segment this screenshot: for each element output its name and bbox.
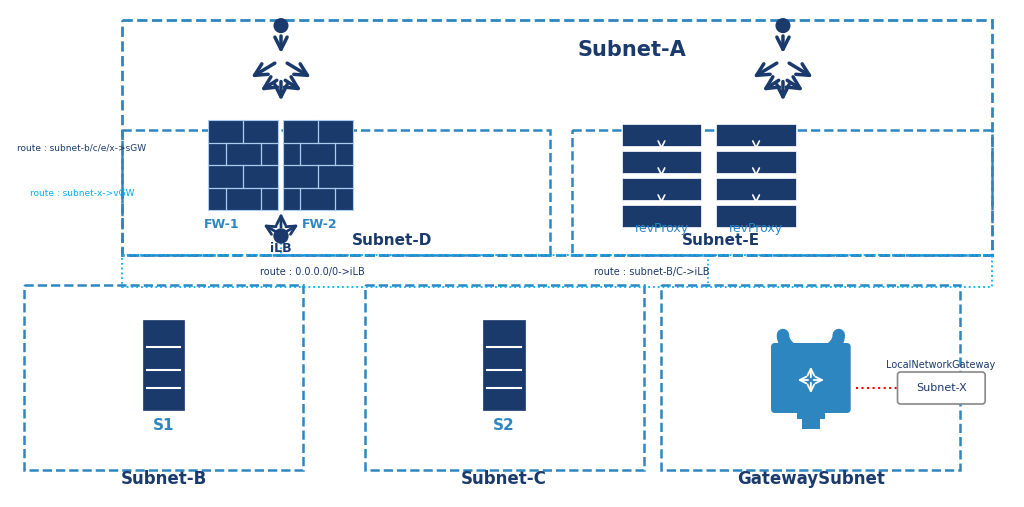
Bar xyxy=(365,285,643,470)
FancyBboxPatch shape xyxy=(622,204,701,227)
Text: revProxy: revProxy xyxy=(635,222,688,235)
Text: FW-2: FW-2 xyxy=(302,218,338,231)
Text: route : 0.0.0.0/0->iLB: route : 0.0.0.0/0->iLB xyxy=(260,267,366,277)
Circle shape xyxy=(274,229,288,243)
Bar xyxy=(662,285,961,470)
Circle shape xyxy=(776,19,790,32)
FancyBboxPatch shape xyxy=(716,204,796,227)
FancyBboxPatch shape xyxy=(622,177,701,199)
Text: FW-1: FW-1 xyxy=(204,218,239,231)
Text: iLB: iLB xyxy=(270,242,292,255)
Circle shape xyxy=(274,19,288,32)
FancyBboxPatch shape xyxy=(771,343,851,413)
Bar xyxy=(24,285,303,470)
Bar xyxy=(571,130,992,255)
FancyBboxPatch shape xyxy=(897,372,985,404)
FancyBboxPatch shape xyxy=(283,120,352,210)
Text: Subnet-C: Subnet-C xyxy=(461,470,547,488)
Bar xyxy=(122,130,550,255)
FancyBboxPatch shape xyxy=(716,151,796,172)
Text: Subnet-A: Subnet-A xyxy=(578,40,686,60)
FancyBboxPatch shape xyxy=(797,409,824,419)
FancyBboxPatch shape xyxy=(142,320,184,410)
Bar xyxy=(122,255,992,287)
Text: route : subnet-b/c/e/x->sGW: route : subnet-b/c/e/x->sGW xyxy=(17,143,146,153)
FancyBboxPatch shape xyxy=(716,124,796,146)
FancyBboxPatch shape xyxy=(208,120,278,210)
Text: S2: S2 xyxy=(494,418,515,433)
Text: revProxy: revProxy xyxy=(729,222,783,235)
FancyBboxPatch shape xyxy=(716,177,796,199)
Text: Subnet-B: Subnet-B xyxy=(121,470,207,488)
Text: LocalNetworkGateway: LocalNetworkGateway xyxy=(886,360,995,370)
FancyBboxPatch shape xyxy=(802,419,820,429)
Text: S1: S1 xyxy=(153,418,174,433)
Text: Subnet-D: Subnet-D xyxy=(352,233,433,248)
FancyBboxPatch shape xyxy=(483,320,525,410)
FancyBboxPatch shape xyxy=(622,124,701,146)
Bar xyxy=(122,20,992,255)
Text: Subnet-E: Subnet-E xyxy=(682,233,760,248)
Text: route : subnet-x->vGW: route : subnet-x->vGW xyxy=(30,189,134,198)
Text: Subnet-X: Subnet-X xyxy=(915,383,967,393)
Text: GatewaySubnet: GatewaySubnet xyxy=(737,470,885,488)
FancyBboxPatch shape xyxy=(622,151,701,172)
Text: route : subnet-B/C->iLB: route : subnet-B/C->iLB xyxy=(594,267,710,277)
